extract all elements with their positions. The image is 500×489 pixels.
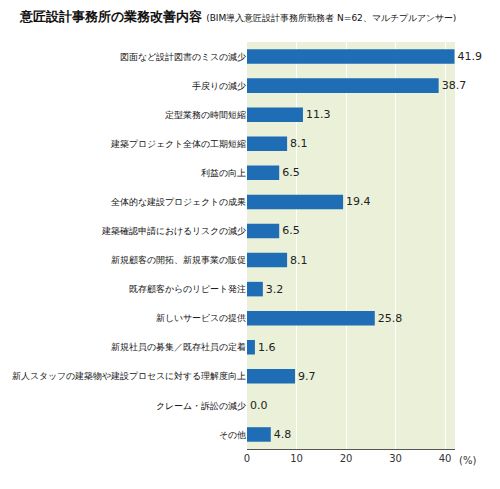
svg-text:20: 20	[340, 453, 353, 464]
svg-text:利益の向上: 利益の向上	[201, 168, 246, 178]
svg-text:11.3: 11.3	[306, 108, 331, 121]
svg-text:新人スタッフの建築物や建設プロセスに対する理解度向上: 新人スタッフの建築物や建設プロセスに対する理解度向上	[12, 371, 246, 381]
svg-text:8.1: 8.1	[290, 137, 308, 150]
svg-text:38.7: 38.7	[442, 79, 467, 92]
svg-text:新規社員の募集／既存社員の定着: 新規社員の募集／既存社員の定着	[111, 342, 246, 352]
svg-text:3.2: 3.2	[266, 283, 284, 296]
svg-text:既存顧客からのリピート発注: 既存顧客からのリピート発注	[129, 284, 246, 294]
svg-text:0.0: 0.0	[250, 399, 268, 412]
svg-text:手戻りの減少: 手戻りの減少	[192, 81, 246, 91]
svg-text:定型業務の時間短縮: 定型業務の時間短縮	[165, 110, 246, 120]
svg-text:クレーム・訴訟の減少: クレーム・訴訟の減少	[156, 401, 246, 411]
svg-text:4.8: 4.8	[274, 428, 292, 441]
svg-text:全体的な建設プロジェクトの成果: 全体的な建設プロジェクトの成果	[111, 197, 246, 207]
svg-text:8.1: 8.1	[290, 254, 308, 267]
svg-text:6.5: 6.5	[282, 166, 300, 179]
svg-text:25.8: 25.8	[378, 312, 403, 325]
svg-text:その他: その他	[219, 430, 246, 440]
svg-text:(%): (%)	[459, 455, 476, 466]
svg-text:0: 0	[244, 453, 250, 464]
svg-text:10: 10	[290, 453, 303, 464]
svg-text:41.9: 41.9	[458, 50, 483, 63]
svg-text:1.6: 1.6	[258, 341, 276, 354]
svg-text:建築確認申請におけるリスクの減少: 建築確認申請におけるリスクの減少	[101, 226, 246, 236]
svg-text:図面など設計図書のミスの減少: 図面など設計図書のミスの減少	[120, 52, 246, 62]
svg-text:40: 40	[439, 453, 452, 464]
svg-text:新規顧客の開拓、新規事業の販促: 新規顧客の開拓、新規事業の販促	[111, 255, 246, 265]
svg-text:新しいサービスの提供: 新しいサービスの提供	[156, 313, 246, 323]
svg-text:9.7: 9.7	[298, 370, 316, 383]
svg-text:意匠設計事務所の業務改善内容 (BIM導入意匠設計事務所勤務: 意匠設計事務所の業務改善内容 (BIM導入意匠設計事務所勤務者 N=62、マルチ…	[19, 9, 456, 24]
svg-text:30: 30	[389, 453, 402, 464]
svg-text:建築プロジェクト全体の工期短縮: 建築プロジェクト全体の工期短縮	[110, 139, 246, 149]
svg-text:19.4: 19.4	[346, 195, 371, 208]
svg-text:6.5: 6.5	[282, 224, 300, 237]
